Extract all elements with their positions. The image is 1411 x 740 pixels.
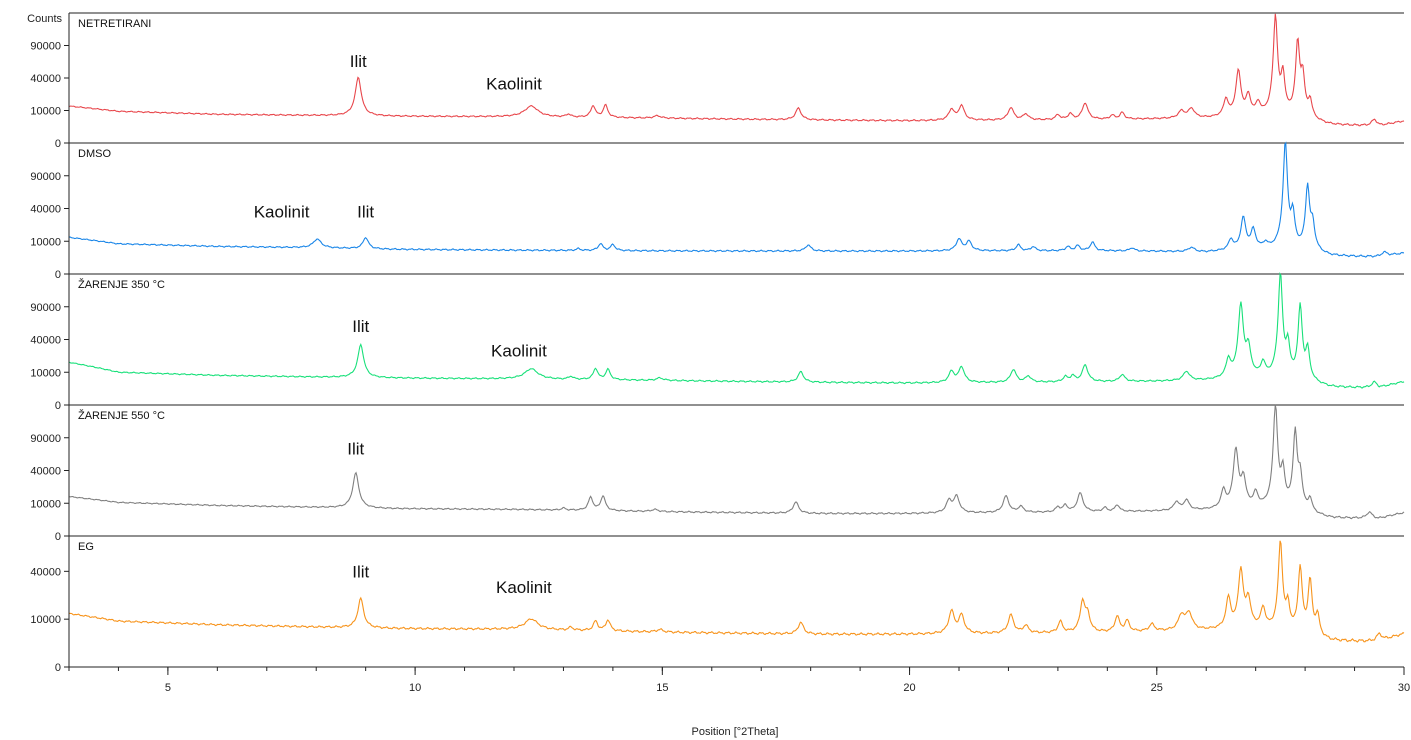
- peak-annotation: Kaolinit: [491, 341, 547, 360]
- panel-1: 0 10000 40000 90000 DMSO Kaolinit Ilit: [30, 141, 1405, 281]
- x-tick-label: 5: [165, 682, 171, 694]
- y-tick-label: 40000: [30, 204, 61, 216]
- series-line: [68, 404, 1405, 520]
- series-line: [68, 271, 1405, 389]
- x-tick-label: 20: [903, 682, 915, 694]
- y-tick-label: 10000: [30, 236, 61, 248]
- x-tick-label: 15: [656, 682, 668, 694]
- peak-annotation: Ilit: [347, 439, 364, 458]
- panel-2: 0 10000 40000 90000 ŽARENJE 350 °C Ilit Kaolin…: [30, 271, 1405, 412]
- y-tick-label: 10000: [30, 614, 61, 626]
- panel-0: 0 10000 40000 90000 NETRETIRANI Ilit Kaolinit: [30, 13, 1405, 150]
- y-tick-label: 0: [55, 138, 61, 150]
- y-tick-label: 40000: [30, 73, 61, 85]
- peak-annotation: Ilit: [352, 563, 369, 582]
- series-name: ŽARENJE 350 °C: [78, 278, 165, 291]
- y-tick-label: 40000: [30, 466, 61, 478]
- y-tick-label: 90000: [30, 433, 61, 445]
- series-line: [68, 540, 1405, 643]
- y-tick-label: 90000: [30, 302, 61, 314]
- x-tick-label: 10: [409, 682, 421, 694]
- y-tick-label: 40000: [30, 566, 61, 578]
- peak-annotation: Kaolinit: [496, 578, 552, 597]
- series-line: [68, 141, 1405, 258]
- peak-annotation: Kaolinit: [486, 75, 542, 94]
- x-tick-label: 25: [1151, 682, 1163, 694]
- y-tick-label: 90000: [30, 171, 61, 183]
- x-tick-label: 30: [1398, 682, 1410, 694]
- peak-annotation: Kaolinit: [254, 202, 310, 221]
- series-line: [68, 13, 1405, 127]
- y-axis-label: Counts: [27, 13, 62, 25]
- peak-annotation: Ilit: [350, 52, 367, 71]
- y-tick-label: 90000: [30, 41, 61, 53]
- series-name: EG: [78, 541, 94, 553]
- peak-annotation: Ilit: [352, 317, 369, 336]
- y-tick-label: 0: [55, 531, 61, 543]
- x-axis-label: Position [°2Theta]: [692, 726, 779, 738]
- series-name: ŽARENJE 550 °C: [78, 409, 165, 422]
- y-tick-label: 10000: [30, 367, 61, 379]
- y-tick-label: 0: [55, 269, 61, 281]
- y-tick-label: 0: [55, 400, 61, 412]
- peak-annotation: Ilit: [357, 202, 374, 221]
- series-name: NETRETIRANI: [78, 18, 151, 30]
- y-tick-label: 10000: [30, 498, 61, 510]
- panel-3: 0 10000 40000 90000 ŽARENJE 550 °C Ilit: [30, 404, 1405, 543]
- y-tick-label: 10000: [30, 106, 61, 118]
- y-tick-label: 40000: [30, 335, 61, 347]
- panel-4: 0 10000 40000 EG Ilit Kaolinit: [30, 540, 1405, 674]
- series-name: DMSO: [78, 148, 111, 160]
- x-axis: 5 10 15 20 25 30: [68, 667, 1410, 694]
- chart-panels: 0100004000090000NETRETIRANIIlitKaolinit0…: [30, 12, 1405, 674]
- y-tick-label: 0: [55, 662, 61, 674]
